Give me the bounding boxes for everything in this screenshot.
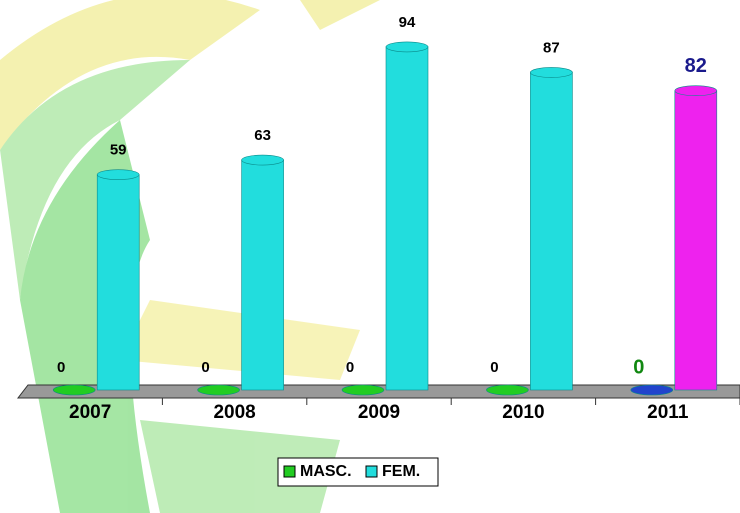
bar-top [674,85,718,96]
legend-label: FEM. [382,463,420,480]
value-label: 0 [201,359,209,376]
bar [197,384,240,396]
value-label: 63 [254,127,271,144]
value-label: 0 [633,356,644,378]
bar [630,384,674,396]
bar-body [530,72,573,391]
bar [241,154,284,391]
bar [674,85,718,391]
bar [530,67,573,391]
x-tick-label: 2009 [358,402,400,423]
value-label: 0 [490,359,498,376]
bar-body [385,46,429,391]
value-label: 59 [110,142,127,159]
bar [341,384,385,396]
watermark [0,0,380,513]
x-tick-label: 2010 [502,402,544,423]
bar-body [241,159,284,391]
bar-top [385,41,429,53]
bar-body [674,90,718,391]
bar-top [197,384,240,396]
bar-top [630,384,674,396]
x-tick-label: 2008 [213,402,255,423]
legend-box [277,457,439,487]
bar [96,169,140,391]
value-label: 0 [346,359,354,376]
bar-top [486,384,529,396]
bar-body [96,174,140,391]
bar [52,384,96,396]
bar [385,41,429,391]
bar-top [241,154,284,166]
value-label: 87 [543,39,560,56]
value-label: 82 [685,55,707,77]
bar-top [96,169,140,180]
legend-label: MASC. [300,463,352,480]
legend: MASC. FEM. [277,457,439,487]
bar [486,384,529,396]
bar-top [341,384,385,396]
x-tick-label: 2007 [69,402,111,423]
value-label: 0 [57,359,65,376]
value-label: 94 [399,14,416,31]
x-tick-label: 2011 [647,402,689,423]
bar-top [530,67,573,78]
legend-swatch [283,465,296,478]
legend-swatch [365,465,378,478]
bar-top [52,384,96,396]
